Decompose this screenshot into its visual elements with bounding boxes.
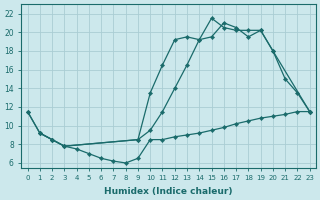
X-axis label: Humidex (Indice chaleur): Humidex (Indice chaleur) — [104, 187, 233, 196]
